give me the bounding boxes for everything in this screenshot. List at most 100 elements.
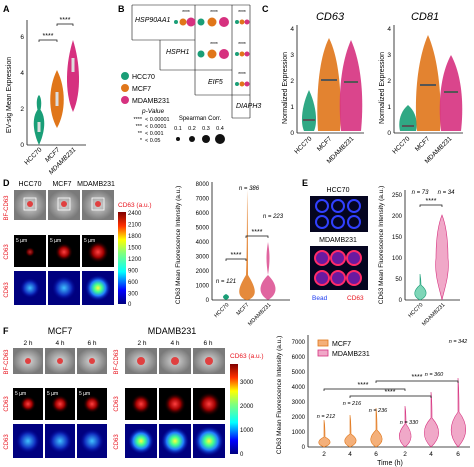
scale-label: 5 µm bbox=[16, 238, 27, 244]
spearman-dot bbox=[202, 135, 210, 143]
panel-d-ytick: 2000 bbox=[196, 269, 210, 275]
time-label: 2 h bbox=[23, 340, 32, 347]
colorbar-tick: 2000 bbox=[240, 404, 254, 410]
panel-c-ytick: 2 bbox=[387, 78, 391, 85]
panel-label-d: D bbox=[3, 178, 10, 188]
pvalue-text: < 0.00001 bbox=[145, 117, 170, 123]
panel-e-ylabel: CD63 Mean Fluorescence Intensity (a.u.) bbox=[378, 186, 385, 305]
panel-a-ytick: 2 bbox=[20, 106, 24, 113]
panel-c-xtick: MCF7 bbox=[316, 135, 334, 153]
n-label: n = 73 bbox=[412, 190, 430, 196]
corr-stars: **** bbox=[210, 10, 218, 16]
panel-c-ytick: 0 bbox=[290, 130, 294, 137]
colorbar-tick: 0 bbox=[128, 302, 132, 308]
violin-hcc70 bbox=[223, 294, 229, 300]
jitter-hcc70 bbox=[301, 90, 317, 131]
panel-d-col-title: MDAMB231 bbox=[77, 181, 115, 188]
panel-c-ytick: 1 bbox=[290, 104, 294, 111]
panel-c-title: CD63 bbox=[316, 11, 345, 23]
row-label: BF-CD63 bbox=[4, 349, 10, 375]
spearman-dot bbox=[176, 137, 180, 141]
panel-d-ytick: 0 bbox=[206, 298, 210, 304]
panel-d-ylabel: CD63 Mean Fluorescence Intensity (a.u.) bbox=[175, 186, 182, 305]
panel-d-ytick: 8000 bbox=[196, 182, 210, 188]
row-label: CD63 bbox=[4, 434, 10, 450]
panel-c-ytick: 3 bbox=[290, 52, 294, 59]
pvalue-stars: * bbox=[140, 138, 143, 144]
panel-c: C CD63 CD81 Normalized Expression Normal… bbox=[262, 4, 463, 165]
violin-mdamb231-6h bbox=[450, 377, 466, 448]
colorbar-tick: 1500 bbox=[128, 246, 142, 252]
panel-e-ytick: 250 bbox=[392, 193, 403, 199]
gene-label: EIF5 bbox=[208, 79, 223, 86]
panel-c-ylabel: Normalized Expression bbox=[282, 52, 289, 124]
violin-hcc70 bbox=[414, 273, 427, 301]
panel-e-xtick: HCC70 bbox=[407, 302, 424, 319]
time-label: 6 h bbox=[203, 340, 212, 347]
box-mdamb231 bbox=[71, 58, 75, 72]
sig-stars: **** bbox=[60, 17, 71, 24]
panel-d-col-title: HCC70 bbox=[19, 181, 42, 188]
n-label: n = 342 bbox=[449, 339, 468, 345]
scale-label: 5 µm bbox=[47, 391, 58, 397]
sig-stars: **** bbox=[412, 374, 423, 381]
pvalue-stars: **** bbox=[133, 117, 142, 123]
spearman-dot bbox=[215, 134, 225, 144]
legend-label: MCF7 bbox=[332, 341, 351, 348]
row-label: CD63 bbox=[114, 396, 120, 412]
panel-c-xtick: MCF7 bbox=[414, 135, 432, 153]
row-label: BF-CD63 bbox=[114, 349, 120, 375]
panel-a-ylabel: EV-sig Mean Expression bbox=[6, 57, 13, 133]
panel-e-ytick: 100 bbox=[392, 256, 403, 262]
n-label: n = 223 bbox=[263, 214, 284, 220]
corr-dots bbox=[174, 17, 250, 87]
panel-d-xtick: MDAMB231 bbox=[247, 302, 272, 327]
scale-label: 5 µm bbox=[50, 238, 61, 244]
colorbar bbox=[118, 212, 126, 304]
row-label: CD63 bbox=[4, 396, 10, 412]
panel-label-a: A bbox=[3, 4, 10, 14]
time-label: 4 h bbox=[55, 340, 64, 347]
box-hcc70 bbox=[37, 122, 41, 132]
n-label: n = 121 bbox=[216, 279, 236, 285]
panel-b: B HSP90AA1 HSPH1 EIF5 DIAPH3 bbox=[118, 4, 261, 144]
panel-f-xtick: 4 bbox=[348, 451, 352, 458]
legend-label: MDAMB231 bbox=[332, 351, 370, 358]
pvalue-stars: ** bbox=[138, 131, 143, 137]
panel-a-ytick: 0 bbox=[20, 142, 24, 149]
scale-label: 5 µm bbox=[15, 391, 26, 397]
sig-bracket bbox=[38, 39, 58, 42]
time-label: 6 h bbox=[87, 340, 96, 347]
violin-mdamb231 bbox=[260, 242, 276, 300]
panel-f-xlabel: Time (h) bbox=[377, 460, 403, 467]
violin-mcf7-2h bbox=[318, 419, 331, 448]
panel-c-xtick: HCC70 bbox=[293, 135, 313, 155]
violin-mdamb231 bbox=[435, 214, 449, 301]
legend-dot-mdamb231 bbox=[121, 96, 129, 104]
scale-label: 5 µm bbox=[84, 238, 95, 244]
n-label: n = 386 bbox=[239, 186, 260, 192]
panel-f-ytick: 5000 bbox=[292, 370, 306, 376]
n-label: n = 236 bbox=[369, 408, 388, 414]
sig-stars: **** bbox=[385, 389, 396, 396]
colorbar-tick: 600 bbox=[128, 280, 139, 286]
panel-f-ylabel: CD63 Mean Fluorescence Intensity (a.u.) bbox=[276, 336, 283, 455]
mdamb231-images bbox=[125, 348, 225, 458]
panel-c-ytick: 2 bbox=[290, 78, 294, 85]
violin-mdamb231-2h bbox=[399, 405, 412, 448]
jitter-mcf7 bbox=[415, 35, 441, 131]
corr-stars: **** bbox=[182, 10, 190, 16]
panel-a: A EV-sig Mean Expression 0 2 4 6 **** **… bbox=[3, 4, 86, 176]
bead-label: Bead bbox=[312, 295, 328, 302]
spearman-dot bbox=[189, 136, 195, 142]
panel-a-xtick: HCC70 bbox=[23, 146, 43, 166]
scale-label: 5 µm bbox=[79, 391, 90, 397]
gene-label: HSPH1 bbox=[166, 49, 189, 56]
panel-f-xtick: 6 bbox=[456, 451, 460, 458]
panel-d-col-title: MCF7 bbox=[52, 181, 71, 188]
colorbar-tick: 1800 bbox=[128, 234, 142, 240]
panel-f-ytick: 2000 bbox=[292, 415, 306, 421]
panel-d-ytick: 3000 bbox=[196, 255, 210, 261]
row-label: CD63 bbox=[4, 282, 10, 298]
jitter-mcf7 bbox=[317, 38, 341, 131]
